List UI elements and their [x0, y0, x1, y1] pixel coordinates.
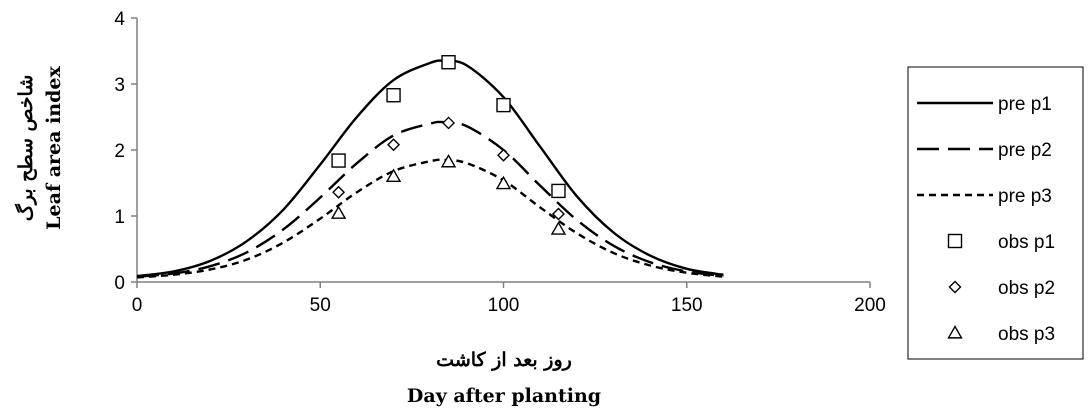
x-tick-label: 50 — [310, 295, 331, 316]
x-tick-label: 0 — [132, 295, 143, 316]
data-point-obs-p1 — [386, 88, 401, 103]
data-point-obs-p3 — [550, 221, 567, 235]
x-tick-label: 200 — [854, 295, 886, 316]
legend-swatch-obs-p2 — [948, 280, 962, 294]
legend-swatch-obs-p3 — [947, 325, 963, 339]
y-axis-title-line-1: شاخص سطح برگ — [14, 75, 37, 222]
x-axis-title-line-1: روز بعد از کاشت — [436, 349, 572, 371]
x-ticks: 0 50 100 150 200 — [132, 282, 886, 316]
data-point-obs-p2 — [442, 116, 456, 130]
legend-label-pre-p1: pre p1 — [998, 94, 1052, 115]
series-line-pre-p3 — [136, 158, 724, 279]
y-tick-label: 2 — [114, 141, 125, 162]
y-axis-title: شاخص سطح برگ Leaf area index — [14, 66, 65, 230]
series-lines — [136, 59, 724, 279]
data-point-obs-p1 — [331, 153, 346, 168]
x-axis-title: روز بعد از کاشت Day after planting — [407, 349, 601, 407]
data-point-obs-p2 — [497, 148, 510, 162]
legend-label-obs-p3: obs p3 — [998, 324, 1055, 345]
series-line-pre-p1 — [136, 59, 724, 278]
data-point-obs-p3 — [330, 205, 347, 219]
y-tick-label: 1 — [114, 207, 125, 228]
legend-frame — [907, 66, 1084, 360]
legend-label-obs-p1: obs p1 — [998, 232, 1055, 253]
data-point-obs-p1 — [441, 55, 456, 70]
legend: pre p1 pre p2 pre p3 obs p1 obs p2 obs p3 — [907, 66, 1084, 360]
data-point-obs-p2 — [332, 185, 346, 199]
y-tick-label: 4 — [114, 9, 125, 30]
x-tick-label: 100 — [488, 295, 520, 316]
x-axis-title-line-2: Day after planting — [407, 385, 601, 407]
data-point-obs-p2 — [387, 138, 401, 152]
y-ticks: 0 1 2 3 4 — [114, 9, 137, 294]
y-axis-title-line-2: Leaf area index — [43, 66, 65, 230]
legend-label-pre-p3: pre p3 — [998, 186, 1052, 207]
data-point-obs-p1 — [496, 97, 511, 113]
y-tick-label: 0 — [114, 273, 125, 294]
legend-label-pre-p2: pre p2 — [998, 140, 1052, 161]
x-tick-label: 150 — [671, 295, 703, 316]
data-point-obs-p3 — [495, 175, 512, 190]
legend-swatch-obs-p1 — [947, 233, 963, 249]
data-point-obs-p2 — [551, 207, 565, 221]
data-point-obs-p1 — [551, 183, 566, 199]
series-markers — [330, 55, 567, 235]
legend-label-obs-p2: obs p2 — [998, 278, 1055, 299]
data-point-obs-p3 — [440, 153, 457, 168]
series-line-pre-p2 — [136, 120, 724, 278]
y-tick-label: 3 — [114, 75, 125, 96]
data-point-obs-p3 — [385, 168, 402, 182]
